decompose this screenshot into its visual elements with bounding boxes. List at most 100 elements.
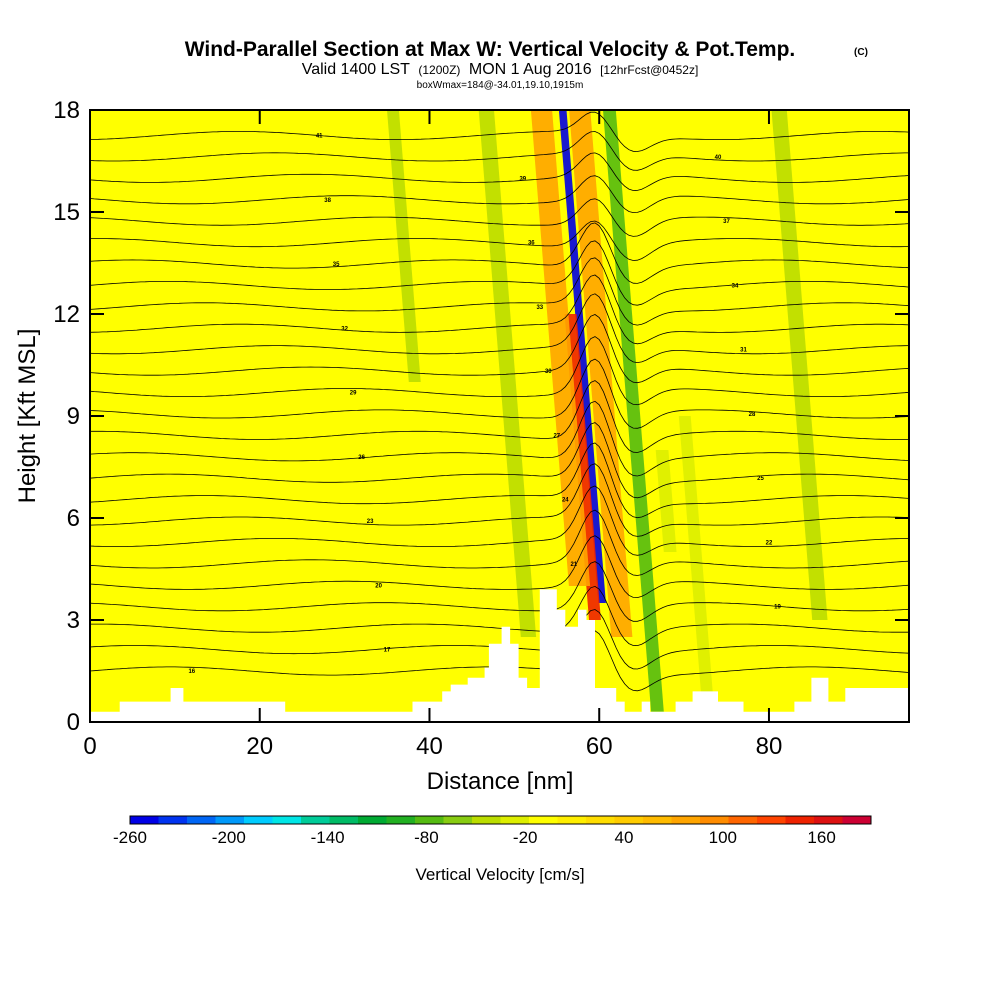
theta-label: 39 (519, 176, 526, 182)
colorbar-swatch (814, 816, 843, 824)
theta-label: 16 (188, 669, 195, 675)
theta-label: 32 (341, 326, 348, 332)
colorbar-tick-label: -200 (212, 828, 246, 847)
theta-contour (90, 561, 909, 622)
y-tick-label: 12 (53, 301, 80, 328)
valid-utc: (1200Z) (418, 63, 460, 77)
colorbar-swatch (158, 816, 188, 824)
theta-label: 22 (766, 541, 773, 547)
theta-contour (90, 257, 909, 326)
theta-contour (90, 535, 909, 599)
vertical-velocity-field (387, 110, 828, 712)
w-band (387, 110, 421, 382)
copyright-mark: (C) (854, 47, 868, 58)
colorbar-swatch (443, 816, 473, 824)
theta-label: 26 (358, 455, 365, 461)
x-axis-label: Distance [nm] (427, 768, 574, 795)
w-band (678, 416, 715, 712)
theta-label: 27 (553, 433, 560, 439)
colorbar-label: Vertical Velocity [cm/s] (415, 865, 584, 884)
colorbar-tick-label: -140 (311, 828, 345, 847)
theta-contour (90, 240, 909, 306)
w-band (569, 110, 633, 637)
colorbar-swatch (415, 816, 444, 824)
theta-contour (90, 485, 909, 556)
colorbar-swatch (557, 816, 587, 824)
theta-contour (90, 198, 909, 237)
theta-label: 20 (375, 583, 382, 589)
theta-contour (90, 131, 909, 171)
theta-contour (90, 293, 909, 364)
w-band (530, 110, 591, 586)
theta-contour (90, 222, 909, 284)
theta-label: 33 (536, 305, 543, 311)
theta-contour (90, 442, 909, 519)
colorbar-swatch (187, 816, 216, 824)
w-band (603, 110, 664, 712)
colorbar-tick-label: 160 (807, 828, 835, 847)
theta-label: 36 (528, 241, 535, 247)
colorbar-swatch (785, 816, 815, 824)
plot-area: 1617181920212223242526272829303132333435… (90, 110, 909, 722)
theta-contour (90, 509, 909, 576)
forecast-tag: [12hrFcst@0452z] (600, 63, 698, 77)
theta-label: 17 (384, 648, 391, 654)
w-band (655, 450, 677, 552)
theta-label: 35 (333, 262, 340, 268)
theta-label: 25 (757, 476, 764, 482)
w-band (771, 110, 828, 620)
x-tick-label: 80 (756, 733, 783, 760)
theta-contour (90, 220, 909, 261)
chart-title: Wind-Parallel Section at Max W: Vertical… (185, 38, 796, 61)
colorbar-tick-label: -20 (513, 828, 538, 847)
colorbar-swatch (757, 816, 786, 824)
x-tick-label: 60 (586, 733, 613, 760)
colorbar-tick-label: -260 (113, 828, 147, 847)
colorbar-swatch (700, 816, 729, 824)
colorbar-swatch (500, 816, 530, 824)
w-band (478, 110, 537, 637)
theta-contour (90, 463, 909, 537)
y-tick-label: 9 (67, 403, 80, 430)
theta-label: 38 (324, 198, 331, 204)
colorbar-swatch (215, 816, 245, 824)
theta-label: 41 (316, 134, 323, 140)
colorbar-swatch (329, 816, 359, 824)
theta-contour (90, 380, 909, 453)
colorbar-swatch (614, 816, 644, 824)
y-tick-label: 15 (53, 199, 80, 226)
colorbar-tick-label: -80 (414, 828, 439, 847)
theta-label: 37 (723, 219, 730, 225)
theta-contour (90, 400, 909, 477)
y-tick-label: 6 (67, 505, 80, 532)
colorbar-swatch (386, 816, 416, 824)
theta-contour (90, 152, 909, 191)
theta-label: 23 (367, 519, 374, 525)
y-tick-label: 18 (53, 97, 80, 124)
theta-label: 31 (740, 348, 747, 354)
y-axis-label: Height [Kft MSL] (14, 329, 41, 504)
colorbar: -260 -200 -140 -80 -20 40 100 160 (113, 815, 872, 847)
theta-contour (90, 274, 909, 345)
valid-prefix: Valid 1400 LST (302, 61, 410, 78)
colorbar-swatch (301, 816, 330, 824)
w-band (558, 110, 606, 603)
terrain (90, 589, 909, 722)
theta-label: 28 (749, 412, 756, 418)
valid-line: Valid 1400 LST (1200Z) MON 1 Aug 2016 [1… (302, 61, 699, 78)
x-tick-label: 0 (83, 733, 96, 760)
colorbar-swatch (643, 816, 672, 824)
theta-label: 30 (545, 369, 552, 375)
colorbar-swatch (728, 816, 758, 824)
x-axis-ticks: 0 20 40 60 80 (83, 110, 782, 760)
colorbar-swatch (586, 816, 615, 824)
colorbar-swatch (130, 816, 159, 824)
colorbar-swatch (244, 816, 273, 824)
theta-label: 19 (774, 605, 781, 611)
colorbar-swatch (358, 816, 387, 824)
theta-contour (90, 336, 909, 406)
colorbar-swatch (472, 816, 501, 824)
theta-label: 24 (562, 498, 569, 504)
colorbar-swatch (272, 816, 302, 824)
